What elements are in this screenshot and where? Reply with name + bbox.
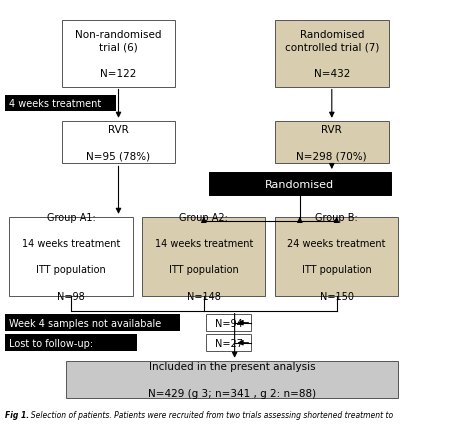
Text: N=94: N=94	[215, 318, 243, 328]
FancyBboxPatch shape	[9, 217, 133, 296]
Text: 4 weeks treatment: 4 weeks treatment	[9, 98, 102, 109]
Text: Included in the present analysis

N=429 (g 3; n=341 , g 2: n=88): Included in the present analysis N=429 (…	[148, 361, 316, 398]
FancyBboxPatch shape	[5, 95, 116, 112]
FancyBboxPatch shape	[5, 334, 137, 351]
FancyBboxPatch shape	[66, 361, 398, 398]
FancyBboxPatch shape	[62, 21, 175, 87]
FancyBboxPatch shape	[275, 217, 398, 296]
Text: Group A1:

14 weeks treatment

ITT population

N=98: Group A1: 14 weeks treatment ITT populat…	[22, 212, 120, 301]
Text: N=27: N=27	[215, 338, 243, 348]
Text: RVR

N=298 (70%): RVR N=298 (70%)	[297, 124, 367, 161]
Text: Randomised
controlled trial (7)

N=432: Randomised controlled trial (7) N=432	[284, 29, 379, 79]
FancyBboxPatch shape	[142, 217, 265, 296]
Text: Non-randomised
trial (6)

N=122: Non-randomised trial (6) N=122	[75, 29, 162, 79]
Text: Selection of patients. Patients were recruited from two trials assessing shorten: Selection of patients. Patients were rec…	[26, 410, 393, 419]
FancyBboxPatch shape	[62, 121, 175, 164]
Text: Randomised: Randomised	[265, 179, 334, 189]
Text: Week 4 samples not availabale: Week 4 samples not availabale	[9, 318, 162, 328]
Text: Fig 1.: Fig 1.	[5, 410, 29, 419]
FancyBboxPatch shape	[209, 173, 391, 196]
FancyBboxPatch shape	[275, 21, 389, 87]
Text: Lost to follow-up:: Lost to follow-up:	[9, 338, 93, 348]
Text: Group B:

24 weeks treatment

ITT population

N=150: Group B: 24 weeks treatment ITT populati…	[287, 212, 386, 301]
FancyBboxPatch shape	[5, 314, 180, 331]
FancyBboxPatch shape	[206, 334, 251, 351]
FancyBboxPatch shape	[206, 314, 251, 331]
Text: RVR

N=95 (78%): RVR N=95 (78%)	[86, 124, 151, 161]
Text: Group A2:

14 weeks treatment

ITT population

N=148: Group A2: 14 weeks treatment ITT populat…	[155, 212, 253, 301]
FancyBboxPatch shape	[275, 121, 389, 164]
